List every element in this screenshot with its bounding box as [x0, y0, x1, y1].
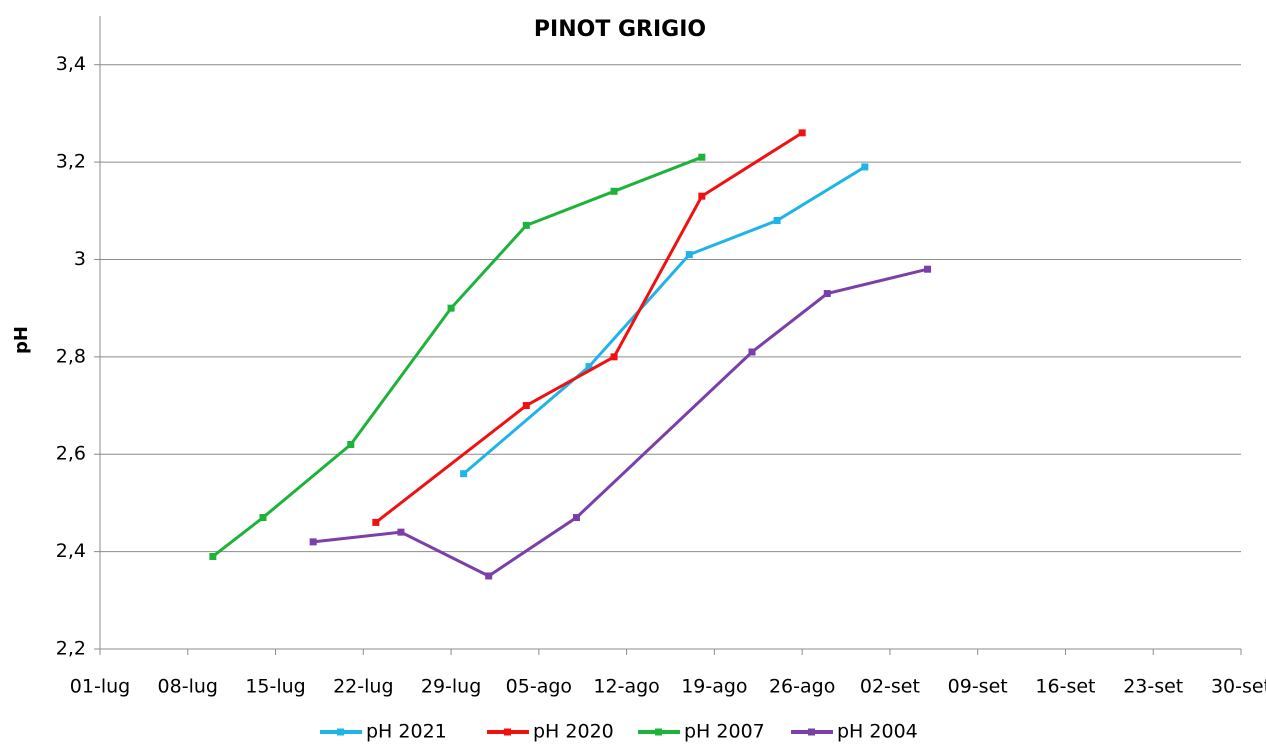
y-tick-label: 3,2 — [56, 151, 86, 173]
legend-marker — [655, 728, 662, 736]
x-tick-label: 15-lug — [245, 676, 305, 698]
x-tick-label: 23-set — [1123, 676, 1183, 698]
x-tick-label: 30-set — [1211, 676, 1266, 698]
legend-label: pH 2020 — [533, 721, 614, 743]
data-point — [447, 304, 455, 312]
y-tick-label: 2,8 — [56, 345, 86, 367]
y-tick-label: 3 — [74, 248, 86, 270]
legend-marker — [337, 728, 344, 736]
series-line — [462, 165, 866, 475]
data-point — [823, 290, 831, 298]
data-point — [309, 538, 317, 546]
x-tick-label: 05-ago — [506, 676, 572, 698]
data-point — [522, 221, 530, 229]
data-point — [610, 187, 618, 195]
legend-marker — [808, 728, 815, 736]
data-point — [698, 192, 706, 200]
legend-label: pH 2021 — [366, 721, 447, 743]
x-tick-label: 01-lug — [70, 676, 130, 698]
data-point — [209, 552, 217, 560]
x-tick-label: 29-lug — [421, 676, 481, 698]
x-tick-label: 02-set — [860, 676, 920, 698]
x-tick-label: 22-lug — [333, 676, 393, 698]
data-point — [522, 402, 530, 410]
data-point — [773, 217, 781, 225]
y-tick-label: 3,4 — [56, 53, 86, 75]
x-tick-label: 08-lug — [158, 676, 218, 698]
data-point — [861, 163, 869, 171]
data-point — [372, 518, 380, 526]
series-line — [374, 131, 803, 524]
data-point — [585, 363, 593, 371]
data-point — [698, 153, 706, 161]
data-point — [798, 129, 806, 137]
data-point — [924, 265, 932, 273]
data-point — [572, 514, 580, 522]
x-tick-label: 09-set — [948, 676, 1008, 698]
x-tick-label: 19-ago — [681, 676, 747, 698]
data-point — [685, 251, 693, 259]
x-tick-label: 26-ago — [769, 676, 835, 698]
data-point — [397, 528, 405, 536]
y-tick-label: 2,4 — [56, 540, 86, 562]
x-tick-label: 12-ago — [593, 676, 659, 698]
data-point — [748, 348, 756, 356]
legend-marker — [504, 728, 511, 736]
y-tick-label: 2,2 — [56, 638, 86, 660]
x-tick-label: 16-set — [1035, 676, 1095, 698]
y-tick-label: 2,6 — [56, 443, 86, 465]
series-line — [312, 267, 928, 578]
legend-label: pH 2007 — [684, 721, 765, 743]
legend-label: pH 2004 — [837, 721, 918, 743]
data-point — [485, 572, 493, 580]
data-point — [259, 514, 267, 522]
y-axis-label: pH — [11, 326, 32, 354]
data-point — [347, 440, 355, 448]
data-point — [460, 470, 468, 478]
data-point — [610, 353, 618, 361]
chart-title: PINOT GRIGIO — [534, 17, 706, 42]
